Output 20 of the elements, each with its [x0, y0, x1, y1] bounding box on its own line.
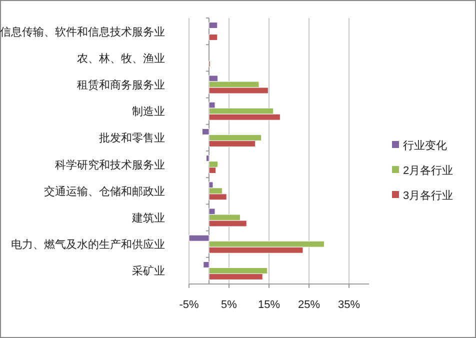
y-tick-label: 信息传输、软件和信息技术服务业: [0, 25, 165, 38]
legend-label: 行业变化: [403, 139, 447, 152]
legend-label: 2月各行业: [403, 164, 454, 177]
x-tick-label: 5%: [221, 299, 238, 311]
x-tick-label: -5%: [179, 299, 199, 311]
y-tick-label: 批发和零售业: [99, 132, 165, 145]
y-tick-label: 租赁和商务服务业: [77, 78, 165, 92]
x-tick-label: 35%: [338, 299, 360, 311]
y-tick-label: 交通运输、仓储和邮政业: [44, 184, 165, 198]
y-tick-label: 采矿业: [132, 264, 165, 278]
y-tick-label: 电力、燃气及水的生产和供应业: [11, 238, 165, 252]
x-tick-label: 15%: [258, 299, 280, 311]
y-tick-label: 制造业: [132, 105, 165, 118]
y-tick-label: 农、林、牧、渔业: [77, 52, 165, 65]
y-tick-label: 建筑业: [131, 212, 165, 224]
x-tick-label: 25%: [298, 299, 320, 311]
y-tick-label: 科学研究和技术服务业: [55, 158, 165, 172]
bar: [208, 34, 218, 41]
bar: [208, 22, 218, 29]
legend-label: 3月各行业: [403, 189, 454, 202]
